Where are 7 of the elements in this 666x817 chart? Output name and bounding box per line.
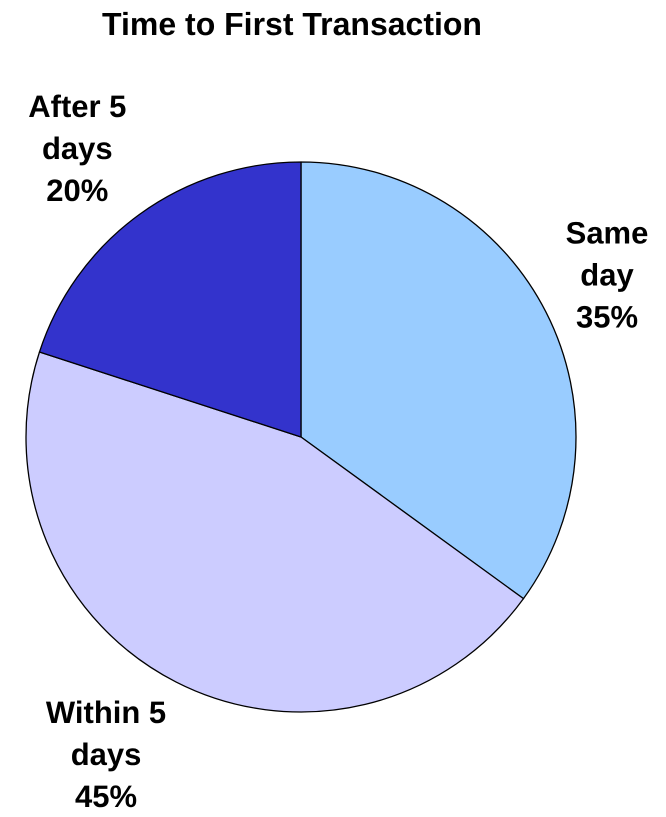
chart-title: Time to First Transaction xyxy=(102,6,482,42)
slice-label: After 5 days xyxy=(28,89,126,166)
data-label: 20% xyxy=(46,173,108,208)
data-label: 35% xyxy=(576,300,638,335)
slice-label: Within 5 days xyxy=(46,695,166,772)
slice-label: Same day xyxy=(566,216,648,293)
data-label: 45% xyxy=(75,779,138,814)
